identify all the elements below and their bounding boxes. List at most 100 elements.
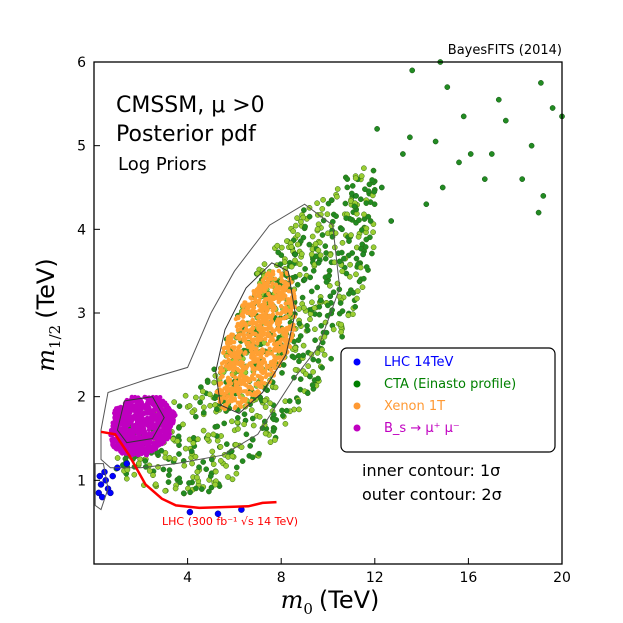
sample-point xyxy=(347,261,353,268)
sample-point xyxy=(240,378,246,383)
sample-point xyxy=(296,261,303,268)
cta-point xyxy=(400,151,406,157)
sample-point xyxy=(229,393,235,398)
sample-point xyxy=(247,320,253,326)
sample-point xyxy=(298,218,304,225)
cta-point xyxy=(407,134,413,141)
sample-point xyxy=(237,394,242,400)
sample-point xyxy=(275,249,282,256)
sample-point xyxy=(305,363,312,369)
sample-point xyxy=(344,184,351,191)
sample-point xyxy=(212,481,219,488)
cta-point xyxy=(481,176,488,182)
sample-point xyxy=(337,300,344,306)
sample-point xyxy=(330,289,337,296)
sample-point xyxy=(211,379,218,386)
sample-point xyxy=(326,267,333,274)
sample-point xyxy=(235,388,240,394)
sample-point xyxy=(287,344,293,349)
sample-point xyxy=(290,228,297,235)
annotation-outer-contour: outer contour: 2σ xyxy=(362,485,502,504)
sample-point xyxy=(250,307,256,312)
sample-point xyxy=(288,244,295,250)
sample-point xyxy=(176,403,183,410)
sample-point xyxy=(349,183,356,189)
sample-point xyxy=(254,322,259,328)
sample-point xyxy=(319,206,326,212)
cta-point xyxy=(353,193,359,199)
sample-point xyxy=(235,321,241,327)
sample-point xyxy=(229,354,234,359)
sample-point xyxy=(229,476,236,483)
sample-point xyxy=(206,391,213,398)
sample-point xyxy=(330,326,337,333)
sample-point xyxy=(365,213,372,220)
sample-point xyxy=(227,382,232,387)
sample-point xyxy=(319,232,326,238)
y-axis-ticks: 1 2 3 4 5 6 xyxy=(77,55,100,489)
sample-point xyxy=(289,303,294,308)
sample-point xyxy=(258,375,263,380)
sample-point xyxy=(154,395,159,400)
sample-point xyxy=(301,207,307,213)
sample-point xyxy=(258,314,263,320)
sample-point xyxy=(133,408,138,413)
sample-point xyxy=(199,388,206,395)
sample-point xyxy=(278,296,284,302)
cta-point xyxy=(432,138,439,145)
sample-point xyxy=(248,347,254,353)
sample-point xyxy=(270,335,275,341)
sample-point xyxy=(206,488,212,495)
sample-point xyxy=(312,241,319,247)
sample-point xyxy=(259,354,264,360)
sample-point xyxy=(339,268,346,275)
sample-point xyxy=(166,454,173,461)
sample-point xyxy=(272,342,277,347)
sample-point xyxy=(279,407,285,414)
legend-label: CTA (Einasto profile) xyxy=(384,377,516,392)
cta-point xyxy=(535,209,542,216)
legend-entries: LHC 14TeV CTA (Einasto profile) Xenon 1T B_… xyxy=(353,355,516,436)
sample-point xyxy=(150,472,156,479)
sample-point xyxy=(252,377,257,382)
sample-point xyxy=(263,297,268,302)
sample-point xyxy=(162,427,168,433)
sample-point xyxy=(231,346,237,351)
sample-point xyxy=(302,223,308,230)
sample-point xyxy=(200,427,207,434)
sample-point xyxy=(338,329,344,335)
sample-point xyxy=(272,306,278,311)
sample-point xyxy=(278,244,285,251)
x-tick-label: 12 xyxy=(366,570,384,586)
lhc-reach-line xyxy=(100,430,277,510)
annotation-posterior: Posterior pdf xyxy=(116,122,257,147)
sample-point xyxy=(262,317,267,323)
sample-point xyxy=(239,398,244,404)
sample-point xyxy=(246,304,252,310)
sample-point xyxy=(341,255,347,262)
cta-point xyxy=(456,159,462,166)
sample-point xyxy=(325,273,332,279)
sample-point xyxy=(294,215,300,221)
sample-point xyxy=(204,379,211,385)
sample-point xyxy=(367,218,374,224)
sample-point xyxy=(284,314,289,320)
sample-point xyxy=(219,389,225,395)
sample-point xyxy=(300,214,307,221)
sample-point xyxy=(236,333,241,338)
sample-point xyxy=(189,460,195,467)
sample-point xyxy=(152,403,157,409)
sample-point xyxy=(220,373,225,379)
sample-point xyxy=(136,440,141,446)
sample-point xyxy=(229,333,235,338)
sample-point xyxy=(297,376,304,382)
sample-point xyxy=(135,428,141,433)
sample-point xyxy=(262,430,269,437)
legend-label: LHC 14TeV xyxy=(384,355,453,370)
sample-point xyxy=(269,351,274,356)
sample-point xyxy=(294,281,301,288)
sample-point xyxy=(229,387,234,392)
cta-point xyxy=(409,67,416,74)
sample-point xyxy=(296,306,302,312)
sample-point xyxy=(127,428,133,434)
